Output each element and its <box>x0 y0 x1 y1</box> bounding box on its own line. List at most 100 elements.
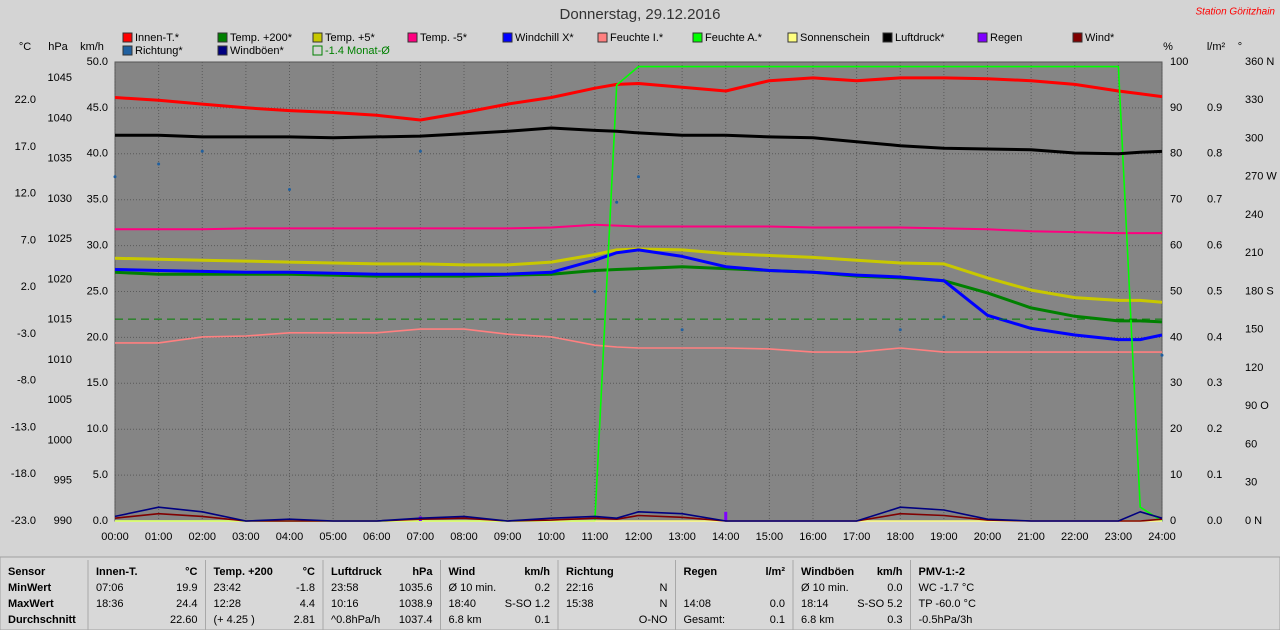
y-tick-label: 0.8 <box>1207 148 1222 160</box>
axis-unit: hPa <box>48 41 68 53</box>
legend-swatch <box>312 32 323 43</box>
stats-cell: -0.5hPa/3h <box>919 614 973 626</box>
stats-cell: 24.4 <box>176 598 197 610</box>
stats-cell: 18:36 <box>96 598 124 610</box>
stats-column-title: Wind <box>449 566 476 578</box>
x-tick-label: 13:00 <box>668 531 696 543</box>
legend-label: Temp. +5* <box>325 32 376 44</box>
stats-cell: Ø 10 min. <box>449 582 497 594</box>
direction-dot <box>200 149 204 153</box>
y-tick-label: 1035 <box>48 153 72 165</box>
y-tick-label: 330 <box>1245 94 1263 106</box>
stats-cell: S-SO 5.2 <box>857 598 902 610</box>
legend-label: Feuchte I.* <box>610 32 664 44</box>
y-tick-label: 20 <box>1170 423 1182 435</box>
legend-swatch <box>312 45 323 56</box>
stats-row-label: MinWert <box>8 582 52 594</box>
legend-label: Wind* <box>1085 32 1115 44</box>
stats-cell: 0.0 <box>887 582 902 594</box>
legend-label: Sonnenschein <box>800 32 870 44</box>
legend-swatch <box>882 32 893 43</box>
x-tick-label: 03:00 <box>232 531 260 543</box>
direction-dot <box>288 188 291 191</box>
y-tick-label: 120 <box>1245 362 1263 374</box>
x-tick-label: 11:00 <box>582 531 609 543</box>
y-tick-label: 1005 <box>48 394 72 406</box>
stats-cell: 1038.9 <box>399 598 433 610</box>
y-tick-label: 180 S <box>1245 285 1274 297</box>
y-tick-label: 1025 <box>48 233 72 245</box>
stats-header: Sensor <box>8 566 46 578</box>
stats-cell: 0.3 <box>887 614 902 626</box>
stats-cell: 19.9 <box>176 582 197 594</box>
legend-swatch <box>217 45 228 56</box>
x-tick-label: 10:00 <box>537 531 565 543</box>
stats-cell: 0.1 <box>770 614 785 626</box>
x-tick-label: 01:00 <box>145 531 173 543</box>
legend-swatch <box>407 32 418 43</box>
direction-dot <box>637 175 640 179</box>
y-tick-label: 0.7 <box>1207 194 1222 206</box>
y-tick-label: 1040 <box>48 112 72 124</box>
y-tick-label: 1010 <box>48 354 72 366</box>
x-tick-label: 05:00 <box>319 531 347 543</box>
y-tick-label: 240 <box>1245 209 1263 221</box>
stats-cell: (+ 4.25 ) <box>214 614 255 626</box>
x-tick-label: 08:00 <box>450 531 478 543</box>
y-tick-label: 0.2 <box>1207 423 1222 435</box>
stats-cell: 10:16 <box>331 598 359 610</box>
y-tick-label: 80 <box>1170 148 1182 160</box>
y-tick-label: -23.0 <box>11 515 36 527</box>
stats-cell: 0.2 <box>535 582 550 594</box>
stats-row-label: MaxWert <box>8 598 54 610</box>
x-tick-label: 14:00 <box>712 531 740 543</box>
stats-cell: 2.81 <box>294 614 315 626</box>
y-tick-label: 40.0 <box>87 148 108 160</box>
y-tick-label: 0.4 <box>1207 331 1222 343</box>
y-tick-label: 30.0 <box>87 240 108 252</box>
x-tick-label: 04:00 <box>276 531 304 543</box>
y-tick-label: 30 <box>1245 477 1257 489</box>
y-tick-label: 15.0 <box>87 377 108 389</box>
legend-swatch <box>692 32 703 43</box>
y-tick-label: 90 O <box>1245 400 1269 412</box>
series-line <box>114 76 1163 122</box>
stats-column-title: Innen-T. <box>96 566 138 578</box>
x-tick-label: 18:00 <box>886 531 914 543</box>
y-tick-label: 210 <box>1245 247 1263 259</box>
stats-cell: S-SO 1.2 <box>505 598 550 610</box>
x-tick-label: 23:00 <box>1105 531 1133 543</box>
y-tick-label: 1000 <box>48 434 72 446</box>
y-tick-label: 5.0 <box>93 469 108 481</box>
series-line <box>114 506 1163 522</box>
y-tick-label: 40 <box>1170 331 1182 343</box>
y-tick-label: 0.6 <box>1207 240 1222 252</box>
y-tick-label: 7.0 <box>21 234 36 246</box>
y-tick-label: 100 <box>1170 56 1188 68</box>
y-tick-label: 45.0 <box>87 102 108 114</box>
x-tick-label: 15:00 <box>756 531 784 543</box>
rain-bar <box>724 511 728 521</box>
legend-label: Luftdruck* <box>895 32 945 44</box>
legend-swatch <box>787 32 798 43</box>
stats-cell: 1035.6 <box>399 582 433 594</box>
x-tick-label: 22:00 <box>1061 531 1089 543</box>
y-tick-label: -13.0 <box>11 421 36 433</box>
stats-cell: 0.1 <box>535 614 550 626</box>
y-tick-label: 35.0 <box>87 194 108 206</box>
stats-cell: 12:28 <box>214 598 242 610</box>
legend-label: -1.4 Monat-Ø <box>325 45 390 57</box>
y-tick-label: 70 <box>1170 194 1182 206</box>
axis-unit: % <box>1163 41 1173 53</box>
stats-cell: 15:38 <box>566 598 594 610</box>
y-tick-label: 20.0 <box>87 331 108 343</box>
stats-cell: 23:42 <box>214 582 242 594</box>
direction-dot <box>418 149 422 153</box>
stats-column-unit: °C <box>185 566 197 578</box>
legend-label: Regen <box>990 32 1022 44</box>
axis-unit: ° <box>1238 41 1242 53</box>
legend-label: Temp. -5* <box>420 32 468 44</box>
legend-swatch <box>977 32 988 43</box>
y-tick-label: 150 <box>1245 324 1263 336</box>
